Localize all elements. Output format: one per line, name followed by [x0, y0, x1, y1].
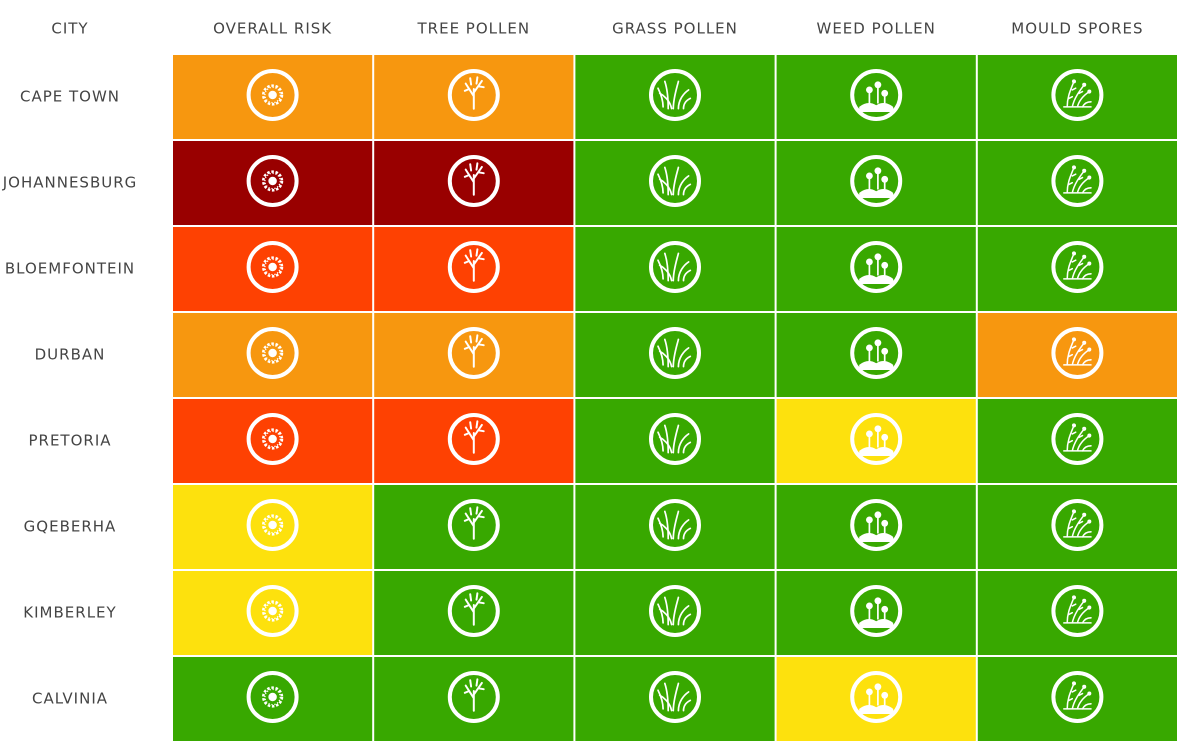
icon-ring: [246, 155, 299, 207]
risk-cell: [776, 313, 976, 397]
icon-ring: [447, 585, 500, 637]
icon-ring: [1051, 241, 1104, 293]
risk-cell: [776, 485, 976, 569]
city-label: PRETORIA: [28, 432, 111, 450]
icon-ring: [447, 499, 500, 551]
icon-ring: [850, 241, 903, 293]
city-label: BLOEMFONTEIN: [5, 260, 135, 278]
risk-cell: [977, 485, 1177, 569]
icon-ring: [649, 327, 701, 379]
city-label: DURBAN: [35, 346, 106, 364]
risk-cell: [776, 657, 976, 741]
city-header: CITY: [51, 20, 88, 38]
icon-ring: [649, 499, 701, 551]
icon-ring: [246, 671, 299, 723]
icon-ring: [447, 241, 500, 293]
risk-cell: [977, 657, 1177, 741]
column-header: GRASS POLLEN: [612, 20, 738, 38]
icon-ring: [1051, 499, 1104, 551]
icon-ring: [447, 69, 500, 121]
icon-ring: [1051, 69, 1104, 121]
icon-ring: [1051, 585, 1104, 637]
icon-ring: [246, 585, 299, 637]
icon-ring: [850, 671, 903, 723]
city-label: GQEBERHA: [24, 518, 117, 536]
risk-cell: [776, 141, 976, 225]
risk-cell: [977, 399, 1177, 483]
city-label: CAPE TOWN: [20, 88, 120, 106]
icon-ring: [1051, 671, 1104, 723]
risk-cell: [977, 571, 1177, 655]
icon-ring: [649, 155, 701, 207]
risk-cell: [977, 313, 1177, 397]
risk-cell: [776, 399, 976, 483]
risk-cell: [977, 141, 1177, 225]
icon-ring: [649, 69, 701, 121]
column-header: TREE POLLEN: [417, 20, 531, 38]
icon-ring: [1051, 155, 1104, 207]
icon-ring: [850, 413, 903, 465]
icon-ring: [1051, 327, 1104, 379]
city-label: JOHANNESBURG: [2, 174, 138, 192]
column-header: OVERALL RISK: [213, 20, 332, 38]
icon-ring: [850, 499, 903, 551]
icon-ring: [246, 69, 299, 121]
risk-cell: [776, 227, 976, 311]
column-header: WEED POLLEN: [817, 20, 936, 38]
icon-ring: [649, 413, 701, 465]
icon-ring: [447, 413, 500, 465]
icon-ring: [850, 327, 903, 379]
icon-ring: [649, 671, 701, 723]
icon-ring: [649, 241, 701, 293]
risk-cell: [776, 571, 976, 655]
icon-ring: [246, 327, 299, 379]
icon-ring: [850, 155, 903, 207]
column-header: MOULD SPORES: [1011, 20, 1143, 38]
city-label: KIMBERLEY: [23, 604, 116, 622]
risk-cell: [776, 55, 976, 139]
icon-ring: [447, 671, 500, 723]
icon-ring: [649, 585, 701, 637]
risk-cell: [977, 227, 1177, 311]
city-label: CALVINIA: [32, 690, 108, 708]
icon-ring: [246, 413, 299, 465]
risk-cell: [977, 55, 1177, 139]
icon-ring: [246, 241, 299, 293]
icon-ring: [850, 585, 903, 637]
icon-ring: [246, 499, 299, 551]
icon-ring: [1051, 413, 1104, 465]
icon-ring: [447, 327, 500, 379]
icon-ring: [447, 155, 500, 207]
icon-ring: [850, 69, 903, 121]
